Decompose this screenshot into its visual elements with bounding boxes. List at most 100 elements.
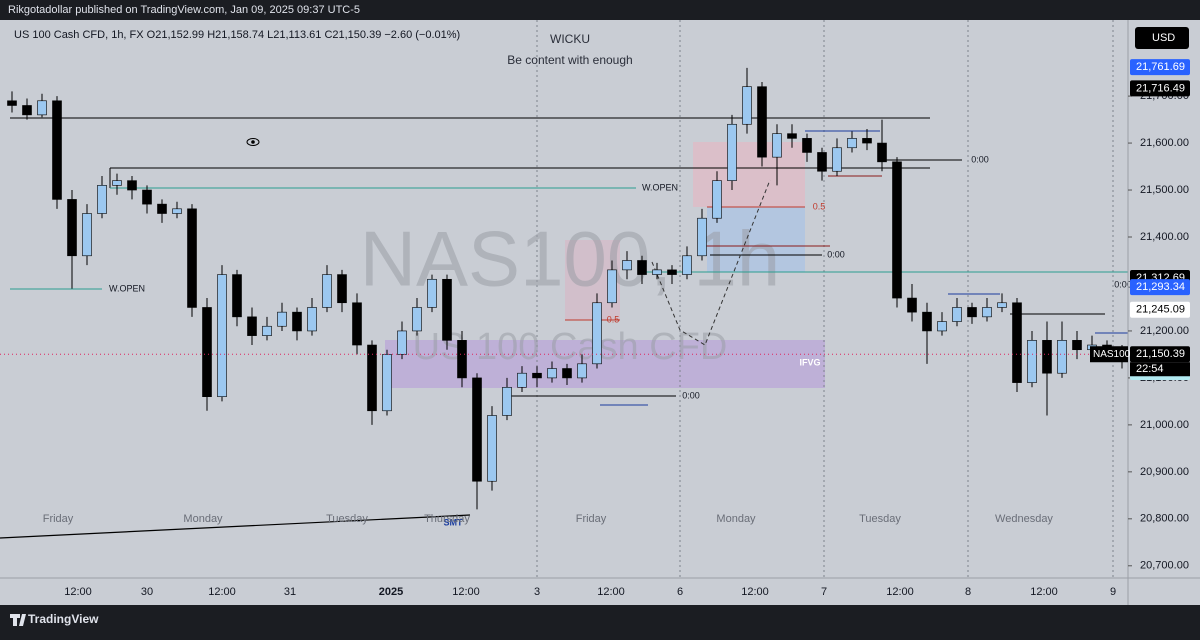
candle-body bbox=[262, 325, 272, 336]
candle-body bbox=[697, 217, 707, 257]
candle-body bbox=[457, 340, 467, 379]
drawings bbox=[0, 117, 1128, 539]
annotation: IFVG bbox=[799, 357, 820, 367]
day-label: Thursday bbox=[424, 513, 470, 525]
candle-body bbox=[412, 307, 422, 332]
candle-body bbox=[127, 180, 137, 191]
candle-body bbox=[337, 274, 347, 304]
candle-body bbox=[877, 142, 887, 163]
price-badge bbox=[1130, 301, 1190, 318]
time-label: 12:00 bbox=[1030, 586, 1058, 598]
candle-body bbox=[7, 100, 17, 106]
candle-body bbox=[742, 86, 752, 125]
candle-body bbox=[82, 213, 92, 257]
price-badge-label: 21,293.34 bbox=[1136, 281, 1185, 293]
pink-zone bbox=[693, 142, 805, 207]
annotations: W.OPEN W.OPEN 0:00 0:00 0:00 0:00 0.5 0.5 IFVG SM… bbox=[109, 138, 1132, 527]
annotation: 0:00 bbox=[827, 249, 845, 259]
day-label: Friday bbox=[576, 513, 607, 525]
candle-body bbox=[607, 269, 617, 304]
day-label: Tuesday bbox=[859, 513, 901, 525]
candle-body bbox=[322, 274, 332, 308]
candle-body bbox=[997, 302, 1007, 308]
candle-body bbox=[802, 138, 812, 153]
candle-body bbox=[292, 311, 302, 332]
blue-zone bbox=[707, 207, 805, 272]
candle-body bbox=[592, 302, 602, 365]
time-label: 12:00 bbox=[208, 586, 236, 598]
candle-body bbox=[67, 199, 77, 257]
candle-body bbox=[562, 368, 572, 379]
time-label: 9 bbox=[1110, 586, 1116, 598]
projection-path bbox=[651, 179, 771, 346]
currency-button[interactable] bbox=[1135, 27, 1189, 49]
eye-pupil bbox=[251, 140, 255, 144]
candle-body bbox=[832, 147, 842, 172]
candle-body bbox=[817, 152, 827, 172]
symbol-badge-bg bbox=[1090, 346, 1128, 363]
y-tick-label: 20,700.00 bbox=[1140, 560, 1189, 572]
candle-body bbox=[637, 260, 647, 275]
candle-body bbox=[247, 316, 257, 336]
candle-body bbox=[577, 363, 587, 379]
annotation: 0:00 bbox=[971, 154, 989, 164]
candle-body bbox=[22, 105, 32, 116]
smt-line bbox=[0, 514, 471, 539]
annotation: 0:00 bbox=[1114, 279, 1132, 289]
candle-body bbox=[382, 354, 392, 412]
candle-body bbox=[922, 311, 932, 332]
time-label: 31 bbox=[284, 586, 296, 598]
time-label: 12:00 bbox=[64, 586, 92, 598]
tv-logo bbox=[10, 614, 31, 626]
time-label: 8 bbox=[965, 586, 971, 598]
candle-body bbox=[187, 208, 197, 308]
candle-body bbox=[97, 185, 107, 214]
candle-body bbox=[757, 86, 767, 158]
study-subtitle: Be content with enough bbox=[507, 53, 632, 67]
candles bbox=[0, 67, 1128, 510]
candle-body bbox=[667, 269, 677, 275]
candle-body bbox=[772, 133, 782, 158]
time-label: 30 bbox=[141, 586, 153, 598]
time-label: 3 bbox=[534, 586, 540, 598]
y-tick-label: 21,400.00 bbox=[1140, 231, 1189, 243]
candle-body bbox=[517, 372, 527, 388]
price-badge bbox=[1130, 279, 1190, 296]
y-tick-label: 21,200.00 bbox=[1140, 325, 1189, 337]
price-badge-label: 21,245.09 bbox=[1136, 304, 1185, 316]
time-label: 12:00 bbox=[741, 586, 769, 598]
annotation: SMT bbox=[444, 517, 464, 527]
time-label: 12:00 bbox=[452, 586, 480, 598]
y-tick-label: 21,600.00 bbox=[1140, 137, 1189, 149]
candle-body bbox=[1027, 340, 1037, 383]
candle-body bbox=[232, 274, 242, 318]
candle-body bbox=[952, 307, 962, 322]
price-badge bbox=[1130, 59, 1190, 76]
candle-body bbox=[307, 307, 317, 332]
candle-body bbox=[487, 415, 497, 482]
candle-body bbox=[937, 321, 947, 332]
price-badge-label: 21,761.69 bbox=[1136, 61, 1185, 73]
candle-body bbox=[712, 180, 722, 219]
candle-body bbox=[202, 307, 212, 397]
candle-body bbox=[532, 372, 542, 379]
time-label: 6 bbox=[677, 586, 683, 598]
candle-body bbox=[37, 100, 47, 116]
candle-body bbox=[622, 260, 632, 271]
time-label: 7 bbox=[821, 586, 827, 598]
candle-body bbox=[1072, 340, 1082, 351]
candle-body bbox=[652, 269, 662, 275]
candle-body bbox=[892, 161, 902, 299]
symbol-line: US 100 Cash CFD, 1h, FX O21,152.99 H21,1… bbox=[14, 29, 460, 41]
currency-label[interactable]: USD bbox=[1152, 32, 1175, 44]
price-badge bbox=[1130, 346, 1190, 363]
candle-body bbox=[907, 297, 917, 313]
annotation: W.OPEN bbox=[642, 182, 678, 192]
watermark: NAS100, 1h bbox=[360, 215, 781, 303]
candle-body bbox=[727, 123, 737, 181]
candle-body bbox=[172, 208, 182, 214]
header-bar bbox=[0, 0, 1200, 20]
time-label: 2025 bbox=[379, 586, 403, 598]
candle-body bbox=[862, 138, 872, 144]
price-badge-label: 21,150.39 bbox=[1136, 348, 1185, 360]
